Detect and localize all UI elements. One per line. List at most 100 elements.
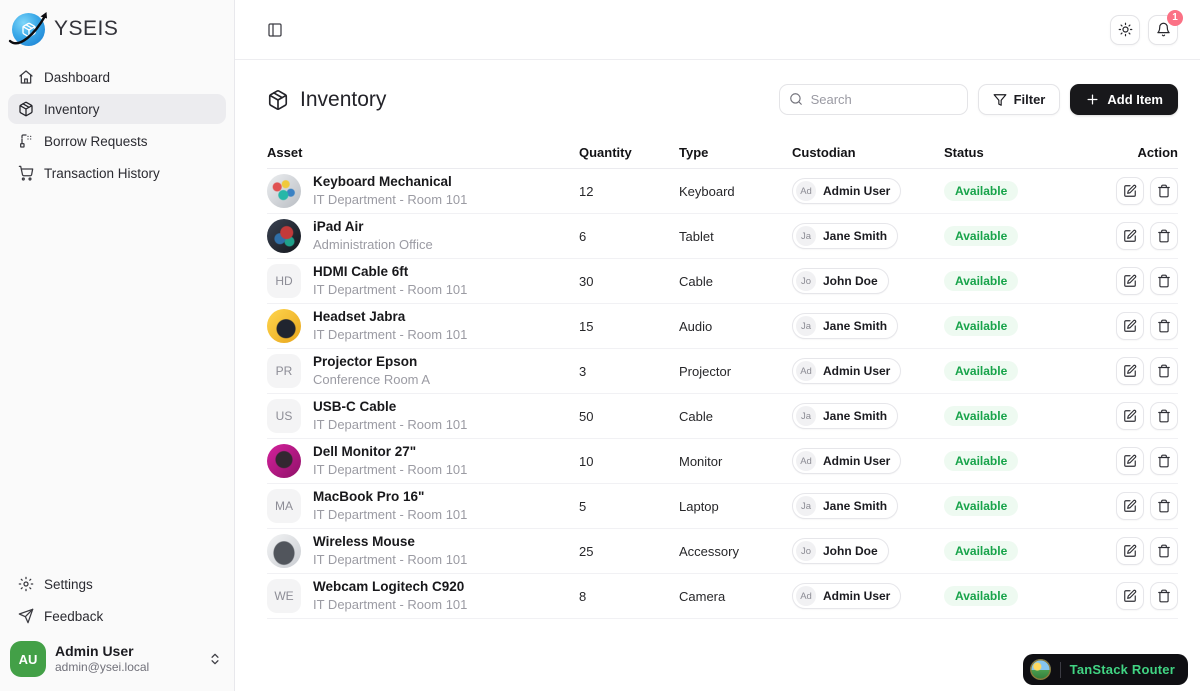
status-badge: Available bbox=[944, 496, 1019, 516]
custodian-avatar: Ja bbox=[796, 496, 816, 516]
delete-button[interactable] bbox=[1150, 402, 1178, 430]
sidebar-toggle-button[interactable] bbox=[261, 16, 289, 44]
asset-location: IT Department - Room 101 bbox=[313, 551, 468, 567]
delete-button[interactable] bbox=[1150, 447, 1178, 475]
page-content: Inventory Filter Add Item bbox=[235, 60, 1200, 691]
add-item-button[interactable]: Add Item bbox=[1070, 84, 1178, 115]
tanstack-router-devtools-toggle[interactable]: TanStack Router bbox=[1022, 654, 1188, 685]
asset-thumbnail bbox=[267, 444, 301, 478]
edit-button[interactable] bbox=[1116, 222, 1144, 250]
theme-toggle-button[interactable] bbox=[1110, 14, 1140, 45]
delete-button[interactable] bbox=[1150, 267, 1178, 295]
sidebar-item-label: Inventory bbox=[44, 101, 100, 117]
filter-button[interactable]: Filter bbox=[977, 84, 1061, 115]
quantity-value: 10 bbox=[579, 453, 594, 469]
asset-name: Wireless Mouse bbox=[313, 534, 415, 550]
custodian-name: Jane Smith bbox=[823, 499, 888, 513]
sidebar-item-label: Borrow Requests bbox=[44, 133, 148, 149]
sidebar-item-settings[interactable]: Settings bbox=[8, 569, 226, 599]
edit-icon bbox=[1124, 274, 1137, 287]
quantity-value: 50 bbox=[579, 408, 594, 424]
column-header-action: Action bbox=[1137, 145, 1178, 160]
custodian-name: John Doe bbox=[823, 544, 878, 558]
edit-icon bbox=[1124, 319, 1137, 332]
custodian-badge: Ja Jane Smith bbox=[792, 313, 899, 339]
asset-thumbnail: HD bbox=[267, 264, 301, 298]
custodian-avatar: Ja bbox=[796, 316, 816, 336]
edit-button[interactable] bbox=[1116, 447, 1144, 475]
custodian-name: Jane Smith bbox=[823, 229, 888, 243]
edit-icon bbox=[1124, 229, 1137, 242]
custodian-badge: Ad Admin User bbox=[792, 358, 902, 384]
custodian-avatar: Ja bbox=[796, 406, 816, 426]
sun-icon bbox=[1118, 22, 1132, 37]
trash-icon bbox=[1158, 274, 1170, 288]
type-value: Projector bbox=[679, 363, 732, 379]
edit-button[interactable] bbox=[1116, 177, 1144, 205]
custodian-name: Admin User bbox=[823, 364, 891, 378]
trash-icon bbox=[1158, 454, 1170, 468]
edit-button[interactable] bbox=[1116, 492, 1144, 520]
custodian-badge: Ad Admin User bbox=[792, 178, 902, 204]
edit-button[interactable] bbox=[1116, 267, 1144, 295]
custodian-avatar: Ad bbox=[796, 361, 816, 381]
page-title: Inventory bbox=[300, 87, 387, 111]
user-menu[interactable]: AU Admin User admin@ysei.local bbox=[8, 633, 226, 681]
chevrons-up-down-icon bbox=[211, 653, 219, 665]
tanstack-logo-icon bbox=[1029, 659, 1051, 680]
sidebar-item-inventory[interactable]: Inventory bbox=[8, 94, 226, 124]
sidebar-item-transaction-history[interactable]: Transaction History bbox=[8, 158, 226, 188]
delete-button[interactable] bbox=[1150, 537, 1178, 565]
asset-thumbnail: WE bbox=[267, 579, 301, 613]
gear-icon bbox=[18, 576, 34, 592]
edit-button[interactable] bbox=[1116, 402, 1144, 430]
table-row: US USB-C Cable IT Department - Room 101 5… bbox=[267, 394, 1178, 439]
custodian-name: Admin User bbox=[823, 454, 891, 468]
status-badge: Available bbox=[944, 226, 1019, 246]
package-icon bbox=[268, 89, 288, 110]
user-name: Admin User bbox=[55, 642, 134, 659]
table-row: PR Projector Epson Conference Room A 3 Pr… bbox=[267, 349, 1178, 394]
funnel-icon bbox=[993, 93, 1006, 106]
delete-button[interactable] bbox=[1150, 222, 1178, 250]
sidebar-item-dashboard[interactable]: Dashboard bbox=[8, 62, 226, 92]
edit-button[interactable] bbox=[1116, 537, 1144, 565]
status-badge: Available bbox=[944, 271, 1019, 291]
sidebar-item-label: Settings bbox=[44, 576, 93, 592]
delete-button[interactable] bbox=[1150, 312, 1178, 340]
type-value: Laptop bbox=[679, 498, 719, 514]
edit-button[interactable] bbox=[1116, 312, 1144, 340]
asset-name: MacBook Pro 16" bbox=[313, 489, 425, 505]
sidebar-item-borrow-requests[interactable]: Borrow Requests bbox=[8, 126, 226, 156]
edit-icon bbox=[1124, 454, 1137, 467]
notifications-button[interactable]: 1 bbox=[1148, 9, 1183, 45]
table-header: Asset Quantity Type Custodian Status Act… bbox=[267, 137, 1178, 169]
status-badge: Available bbox=[944, 361, 1019, 381]
asset-thumbnail: PR bbox=[267, 354, 301, 388]
custodian-badge: Ad Admin User bbox=[792, 583, 902, 609]
asset-thumbnail bbox=[267, 219, 301, 253]
sidebar-item-label: Dashboard bbox=[44, 69, 111, 85]
quantity-value: 12 bbox=[579, 183, 594, 199]
delete-button[interactable] bbox=[1150, 582, 1178, 610]
type-value: Cable bbox=[679, 273, 713, 289]
trash-icon bbox=[1158, 319, 1170, 333]
type-value: Camera bbox=[679, 588, 726, 604]
home-icon bbox=[19, 70, 33, 84]
edit-icon bbox=[1124, 589, 1137, 602]
delete-button[interactable] bbox=[1150, 177, 1178, 205]
edit-button[interactable] bbox=[1116, 582, 1144, 610]
search-input[interactable] bbox=[778, 84, 968, 115]
column-header-custodian: Custodian bbox=[792, 145, 856, 160]
custodian-name: Admin User bbox=[823, 589, 891, 603]
notification-count-badge: 1 bbox=[1167, 9, 1183, 26]
type-value: Cable bbox=[679, 408, 713, 424]
sidebar-item-feedback[interactable]: Feedback bbox=[8, 601, 226, 631]
table-row: Dell Monitor 27" IT Department - Room 101… bbox=[267, 439, 1178, 484]
delete-button[interactable] bbox=[1150, 357, 1178, 385]
panel-left-icon bbox=[268, 22, 282, 37]
edit-button[interactable] bbox=[1116, 357, 1144, 385]
edit-icon bbox=[1124, 544, 1137, 557]
delete-button[interactable] bbox=[1150, 492, 1178, 520]
